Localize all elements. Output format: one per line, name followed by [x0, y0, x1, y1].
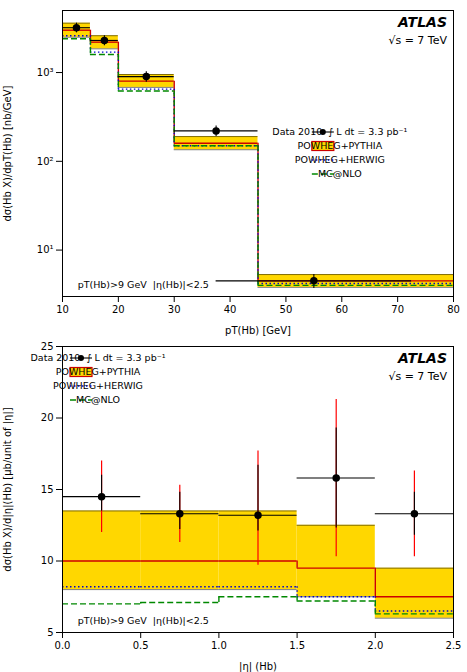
svg-text:|η| (Hb): |η| (Hb): [239, 661, 277, 672]
svg-text:pT(Hb)>9 GeV |η(Hb)|<2.5: pT(Hb)>9 GeV |η(Hb)|<2.5: [78, 615, 209, 626]
svg-text:POWHEG+HERWIG: POWHEG+HERWIG: [53, 380, 143, 391]
svg-text:ATLAS: ATLAS: [397, 14, 447, 30]
svg-text:√s = 7 TeV: √s = 7 TeV: [388, 34, 447, 47]
svg-text:pT(Hb)>9 GeV |η(Hb)|<2.5: pT(Hb)>9 GeV |η(Hb)|<2.5: [78, 279, 209, 290]
svg-text:2.0: 2.0: [367, 640, 383, 651]
svg-text:POWHEG+HERWIG: POWHEG+HERWIG: [295, 154, 385, 165]
svg-text:15: 15: [41, 484, 54, 495]
svg-text:5: 5: [47, 627, 53, 638]
svg-text:2.5: 2.5: [446, 640, 462, 651]
svg-text:Data 2010 ∫ L dt = 3.3 pb⁻¹: Data 2010 ∫ L dt = 3.3 pb⁻¹: [272, 126, 407, 137]
svg-text:10²: 10²: [37, 156, 54, 167]
svg-text:20: 20: [112, 304, 125, 315]
svg-text:MC@NLO: MC@NLO: [76, 394, 120, 405]
svg-text:Data 2010 ∫ L dt = 3.3 pb⁻¹: Data 2010 ∫ L dt = 3.3 pb⁻¹: [31, 352, 166, 363]
svg-text:10³: 10³: [37, 67, 54, 78]
svg-text:pT(Hb) [GeV]: pT(Hb) [GeV]: [225, 325, 291, 336]
svg-text:0.0: 0.0: [55, 640, 71, 651]
svg-text:10¹: 10¹: [37, 244, 54, 255]
svg-text:dσ(Hb X)/dpT(Hb) [nb/GeV]: dσ(Hb X)/dpT(Hb) [nb/GeV]: [2, 85, 13, 221]
svg-text:MC@NLO: MC@NLO: [318, 168, 362, 179]
svg-text:0.5: 0.5: [133, 640, 149, 651]
svg-text:20: 20: [41, 412, 54, 423]
svg-text:√s = 7 TeV: √s = 7 TeV: [388, 370, 447, 383]
svg-text:70: 70: [391, 304, 404, 315]
svg-text:10: 10: [41, 555, 54, 566]
svg-text:25: 25: [41, 341, 54, 352]
svg-text:30: 30: [168, 304, 181, 315]
svg-text:60: 60: [335, 304, 348, 315]
svg-text:1.5: 1.5: [289, 640, 305, 651]
svg-text:10: 10: [56, 304, 69, 315]
svg-text:POWHEG+PYTHIA: POWHEG+PYTHIA: [56, 366, 141, 377]
svg-text:dσ(Hb X)/d|η|(Hb) [μb/unit of: dσ(Hb X)/d|η|(Hb) [μb/unit of |η|]: [2, 407, 14, 571]
svg-text:1.0: 1.0: [211, 640, 227, 651]
svg-text:POWHEG+PYTHIA: POWHEG+PYTHIA: [298, 140, 383, 151]
svg-text:50: 50: [280, 304, 293, 315]
svg-text:ATLAS: ATLAS: [397, 350, 447, 366]
svg-text:40: 40: [224, 304, 237, 315]
svg-text:80: 80: [447, 304, 460, 315]
